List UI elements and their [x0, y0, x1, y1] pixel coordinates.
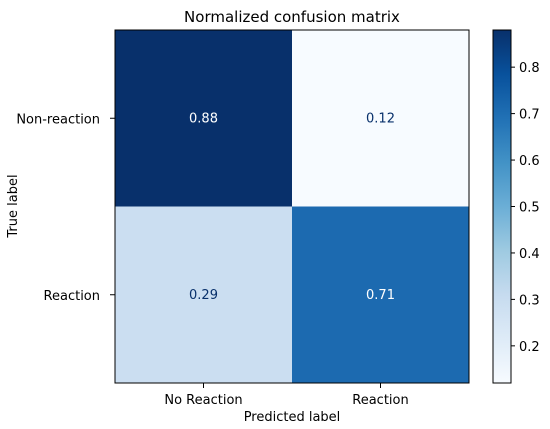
y-tick-label: Non-reaction: [16, 112, 100, 127]
y-tick-label: Reaction: [44, 289, 100, 304]
heatmap-cell: [292, 30, 469, 207]
colorbar-tick-label: 0.8: [519, 61, 540, 76]
x-tick-label: No Reaction: [164, 393, 242, 408]
heatmap-cell: [115, 30, 292, 207]
chart-title: Normalized confusion matrix: [184, 8, 400, 26]
heatmap-cell: [115, 206, 292, 383]
plot-frame: [114, 29, 470, 384]
colorbar-tick-label: 0.4: [519, 247, 540, 262]
colorbar-tick-label: 0.6: [519, 154, 540, 169]
x-tick-label: Reaction: [352, 393, 408, 408]
colorbar: [492, 29, 512, 384]
y-axis-label: True label: [6, 174, 21, 238]
colorbar-tick-label: 0.5: [519, 201, 540, 216]
cell-value-label: 0.88: [189, 111, 218, 126]
colorbar-tick-label: 0.2: [519, 340, 540, 355]
heatmap-cell: [292, 206, 469, 383]
cell-value-label: 0.71: [366, 288, 395, 303]
cell-value-label: 0.29: [189, 288, 218, 303]
colorbar-tick-label: 0.7: [519, 108, 540, 123]
colorbar-tick-label: 0.3: [519, 293, 540, 308]
cell-value-label: 0.12: [366, 111, 395, 126]
x-axis-label: Predicted label: [244, 410, 341, 425]
